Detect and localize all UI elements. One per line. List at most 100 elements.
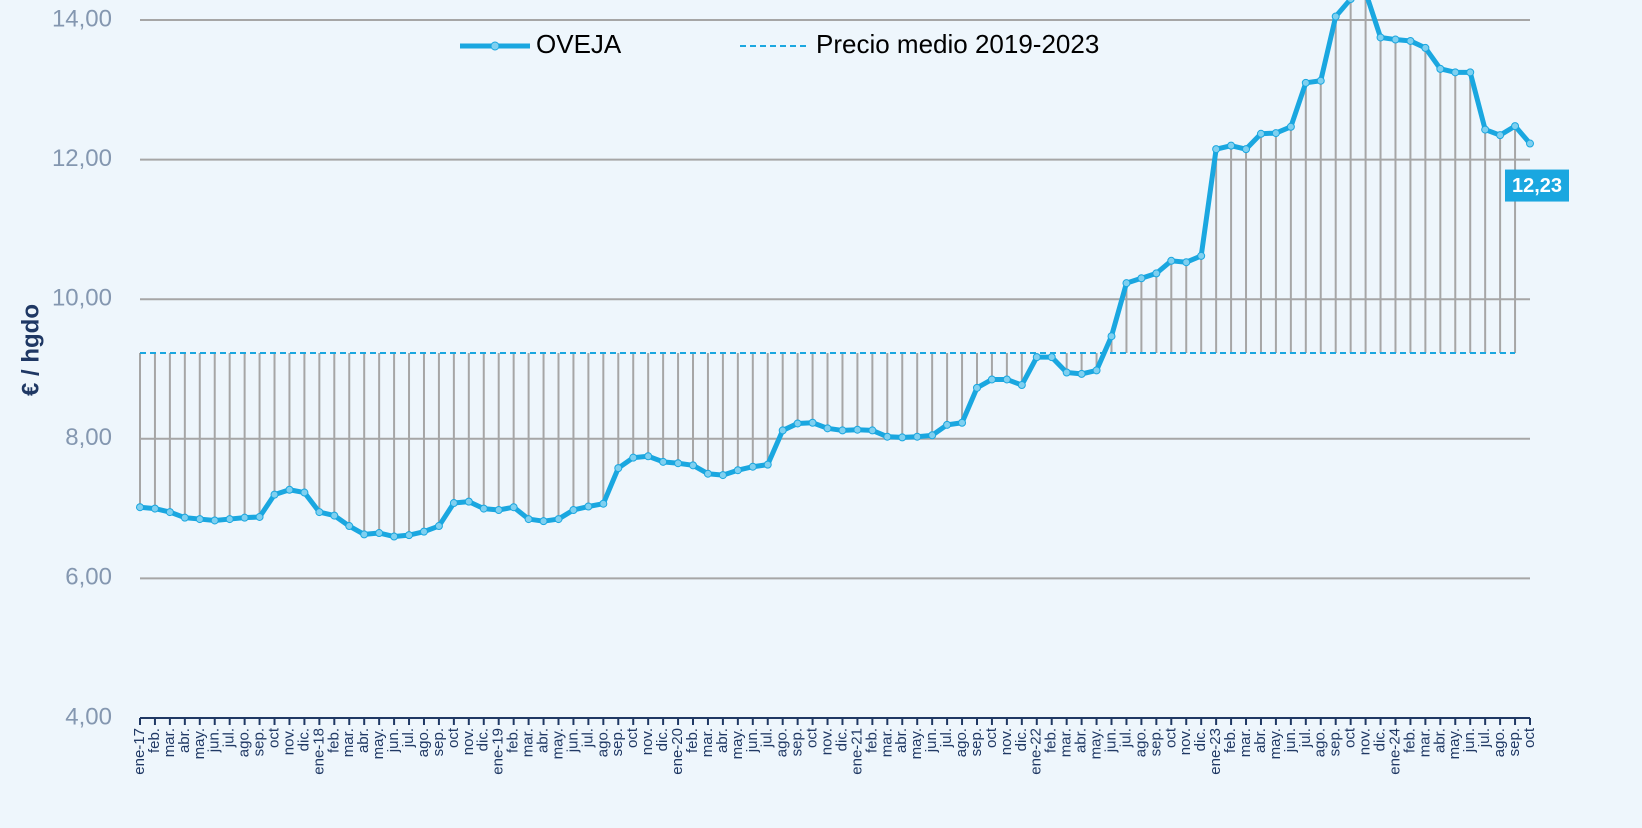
point bbox=[1017, 381, 1026, 390]
x-tick-label: feb. bbox=[325, 728, 342, 753]
x-tick-label: jun. bbox=[564, 728, 581, 753]
point bbox=[270, 490, 279, 499]
x-tick-label: sep. bbox=[1147, 728, 1164, 756]
point bbox=[464, 497, 473, 506]
point bbox=[1451, 68, 1460, 77]
x-tick-label: dic. bbox=[295, 728, 312, 751]
x-tick-label: nov. bbox=[460, 728, 477, 755]
x-tick-label: jul. bbox=[1117, 728, 1134, 748]
point bbox=[375, 529, 384, 538]
point bbox=[838, 426, 847, 435]
x-tick-label: abr. bbox=[1252, 728, 1269, 753]
y-axis-label: € / hgdo bbox=[17, 304, 44, 396]
point bbox=[330, 511, 339, 520]
x-tick-label: jul. bbox=[1476, 728, 1493, 748]
x-tick-label: may. bbox=[729, 728, 746, 759]
x-tick-label: dic. bbox=[833, 728, 850, 751]
point bbox=[584, 502, 593, 511]
x-tick-label: feb. bbox=[1043, 728, 1060, 753]
x-tick-label: mar. bbox=[1237, 728, 1254, 757]
point bbox=[808, 418, 817, 427]
y-tick-label: 6,00 bbox=[65, 564, 112, 591]
x-tick-label: ene-18 bbox=[310, 728, 327, 775]
point bbox=[390, 532, 399, 541]
x-tick-label: feb. bbox=[1222, 728, 1239, 753]
point bbox=[868, 426, 877, 435]
point bbox=[718, 471, 727, 480]
point bbox=[898, 433, 907, 442]
point bbox=[659, 457, 668, 466]
x-tick-label: oct bbox=[983, 727, 1000, 748]
x-tick-label: dic. bbox=[1192, 728, 1209, 751]
point bbox=[1286, 122, 1295, 131]
x-tick-label: feb. bbox=[146, 728, 163, 753]
x-tick-label: mar. bbox=[161, 728, 178, 757]
x-tick-label: feb. bbox=[863, 728, 880, 753]
point bbox=[1301, 78, 1310, 87]
point bbox=[315, 508, 324, 517]
point bbox=[629, 453, 638, 462]
point bbox=[614, 464, 623, 473]
x-tick-label: ene-24 bbox=[1386, 728, 1403, 775]
x-tick-label: oct bbox=[1342, 727, 1359, 748]
point bbox=[165, 508, 174, 517]
point bbox=[913, 432, 922, 441]
x-tick-label: jul. bbox=[221, 728, 238, 748]
x-tick-label: jul. bbox=[938, 728, 955, 748]
point bbox=[1496, 131, 1505, 140]
x-tick-label: oct bbox=[624, 727, 641, 748]
x-tick-label: sep. bbox=[1327, 728, 1344, 756]
point bbox=[1242, 145, 1251, 154]
x-tick-label: may. bbox=[191, 728, 208, 759]
point bbox=[1137, 274, 1146, 283]
point bbox=[1032, 353, 1041, 362]
x-tick-label: oct bbox=[445, 727, 462, 748]
data-label: 12,23 bbox=[1512, 175, 1562, 197]
point bbox=[1346, 0, 1355, 4]
x-tick-label: abr. bbox=[1073, 728, 1090, 753]
legend-label: OVEJA bbox=[536, 29, 622, 59]
point bbox=[763, 460, 772, 469]
x-tick-label: ene-17 bbox=[131, 728, 148, 775]
data-label-box bbox=[1505, 169, 1569, 202]
x-tick-label: ene-19 bbox=[490, 728, 507, 775]
point bbox=[1271, 129, 1280, 138]
point bbox=[345, 522, 354, 531]
x-tick-label: abr. bbox=[1431, 728, 1448, 753]
x-tick-label: ene-20 bbox=[669, 728, 686, 775]
point bbox=[449, 499, 458, 508]
point bbox=[1077, 369, 1086, 378]
y-tick-label: 14,00 bbox=[52, 5, 112, 32]
series: 12,23 bbox=[136, 0, 1569, 541]
point bbox=[569, 505, 578, 514]
x-tick-label: dic. bbox=[654, 728, 671, 751]
point bbox=[1197, 251, 1206, 260]
point bbox=[1481, 125, 1490, 134]
series-line bbox=[139, 0, 1532, 540]
point bbox=[853, 425, 862, 434]
x-tick-label: abr. bbox=[176, 728, 193, 753]
point bbox=[1511, 122, 1520, 131]
x-tick-label: nov. bbox=[818, 728, 835, 755]
x-tick-label: sep. bbox=[1506, 728, 1523, 756]
point bbox=[599, 499, 608, 508]
point bbox=[180, 513, 189, 522]
legend: OVEJA Precio medio 2019-2023 bbox=[460, 29, 1099, 59]
point bbox=[1002, 375, 1011, 384]
x-tick-label: jul. bbox=[579, 728, 596, 748]
point bbox=[823, 424, 832, 433]
x-tick-label: may. bbox=[1088, 728, 1105, 759]
x-tick-label: jun. bbox=[1282, 728, 1299, 753]
x-tick-label: ago. bbox=[774, 728, 791, 757]
x-tick-label: may. bbox=[908, 728, 925, 759]
point bbox=[1152, 269, 1161, 278]
x-tick-label: oct bbox=[1162, 727, 1179, 748]
x-tick-label: ene-21 bbox=[848, 728, 865, 775]
x-tick-label: mar. bbox=[878, 728, 895, 757]
x-tick-label: dic. bbox=[1372, 728, 1389, 751]
x-tick-label: may. bbox=[1267, 728, 1284, 759]
point bbox=[674, 459, 683, 468]
y-tick-label: 4,00 bbox=[65, 703, 112, 730]
x-tick-label: jun. bbox=[206, 728, 223, 753]
x-tick-label: oct bbox=[265, 727, 282, 748]
